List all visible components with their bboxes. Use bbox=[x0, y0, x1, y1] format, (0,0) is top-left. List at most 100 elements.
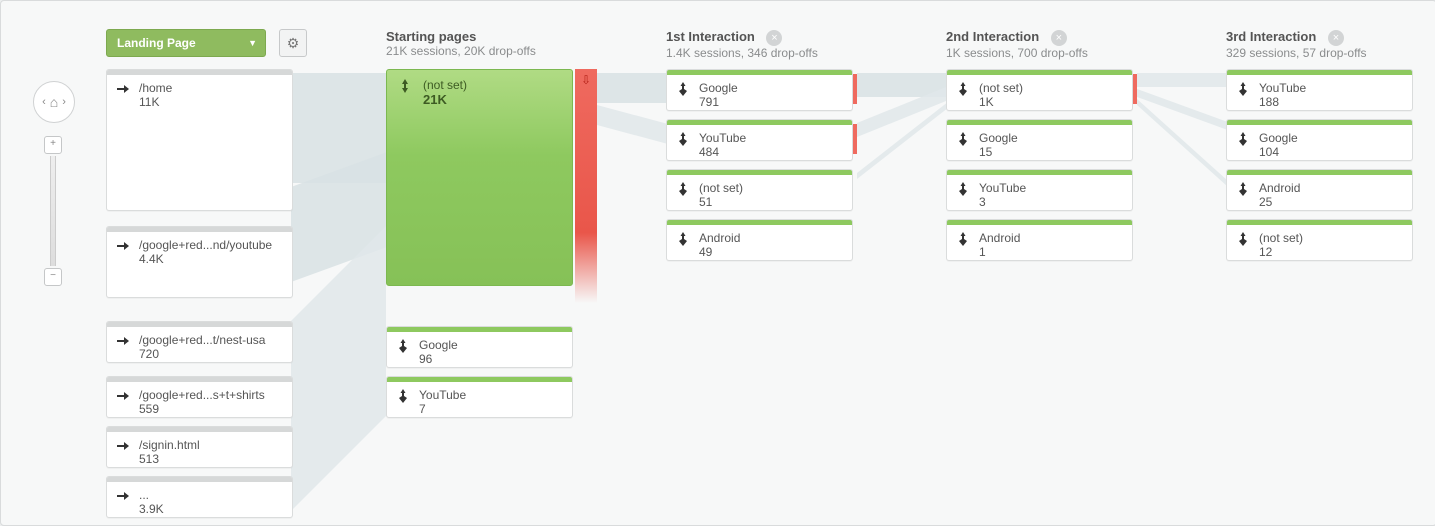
node-label: Google bbox=[419, 338, 458, 352]
landing-node[interactable]: /home11K bbox=[106, 69, 293, 211]
zoom-control[interactable]: + − bbox=[47, 136, 59, 286]
col-header-starting: Starting pages 21K sessions, 20K drop-of… bbox=[386, 29, 536, 58]
landing-node[interactable]: /google+red...t/nest-usa720 bbox=[106, 321, 293, 363]
node-label: /signin.html bbox=[139, 438, 200, 452]
person-icon bbox=[1235, 131, 1251, 150]
col-subtitle: 1K sessions, 700 drop-offs bbox=[946, 46, 1088, 60]
col-subtitle: 21K sessions, 20K drop-offs bbox=[386, 44, 536, 58]
person-icon bbox=[675, 81, 691, 100]
dimension-dropdown[interactable]: Landing Page bbox=[106, 29, 266, 57]
node-label: ... bbox=[139, 488, 164, 502]
node-label: Android bbox=[1259, 181, 1300, 195]
node-value: 4.4K bbox=[139, 252, 272, 266]
person-icon bbox=[955, 81, 971, 100]
dimension-label: Landing Page bbox=[117, 36, 196, 50]
settings-button[interactable]: ⚙ bbox=[279, 29, 307, 57]
interaction-node[interactable]: (not set)1K bbox=[946, 69, 1133, 111]
person-icon bbox=[397, 78, 413, 107]
nav-home-control[interactable]: ‹ ⌂ › bbox=[33, 81, 75, 123]
arrow-in-icon bbox=[115, 438, 131, 457]
node-value: 21K bbox=[423, 92, 467, 107]
zoom-out-button[interactable]: − bbox=[44, 268, 62, 286]
col-header-1st: 1st Interaction × 1.4K sessions, 346 dro… bbox=[666, 29, 818, 60]
node-value: 484 bbox=[699, 145, 746, 159]
flow-band bbox=[1137, 89, 1226, 129]
node-label: (not set) bbox=[423, 78, 467, 92]
node-value: 25 bbox=[1259, 195, 1300, 209]
interaction-node[interactable]: YouTube3 bbox=[946, 169, 1133, 211]
home-icon[interactable]: ⌂ bbox=[50, 94, 58, 110]
nav-right-icon[interactable]: › bbox=[62, 96, 66, 108]
node-value: 11K bbox=[139, 95, 172, 109]
dropoff-bar: ⇩ bbox=[575, 69, 597, 303]
col-subtitle: 1.4K sessions, 346 drop-offs bbox=[666, 46, 818, 60]
person-icon bbox=[1235, 181, 1251, 200]
landing-node[interactable]: ...3.9K bbox=[106, 476, 293, 518]
interaction-node[interactable]: YouTube484 bbox=[666, 119, 853, 161]
close-column-icon[interactable]: × bbox=[1328, 30, 1344, 46]
interaction-node[interactable]: Google104 bbox=[1226, 119, 1413, 161]
col-header-2nd: 2nd Interaction × 1K sessions, 700 drop-… bbox=[946, 29, 1088, 60]
nav-left-icon[interactable]: ‹ bbox=[42, 96, 46, 108]
node-value: 12 bbox=[1259, 245, 1303, 259]
dropoff-arrow-icon: ⇩ bbox=[581, 73, 591, 87]
node-value: 1K bbox=[979, 95, 1023, 109]
col-title: Starting pages bbox=[386, 29, 536, 44]
arrow-in-icon bbox=[115, 333, 131, 352]
col-title: 2nd Interaction bbox=[946, 29, 1039, 44]
node-label: (not set) bbox=[1259, 231, 1303, 245]
node-label: /google+red...s+t+shirts bbox=[139, 388, 265, 402]
person-icon bbox=[675, 231, 691, 250]
landing-node[interactable]: /google+red...nd/youtube4.4K bbox=[106, 226, 293, 298]
arrow-in-icon bbox=[115, 238, 131, 257]
interaction-node[interactable]: (not set)12 bbox=[1226, 219, 1413, 261]
node-value: 513 bbox=[139, 452, 200, 466]
flow-canvas: ‹ ⌂ › + − Landing Page ⚙ Starting pages … bbox=[0, 0, 1435, 526]
node-label: (not set) bbox=[699, 181, 743, 195]
interaction-node[interactable]: Android1 bbox=[946, 219, 1133, 261]
node-label: YouTube bbox=[419, 388, 466, 402]
interaction-node[interactable]: Google791 bbox=[666, 69, 853, 111]
node-value: 791 bbox=[699, 95, 738, 109]
close-column-icon[interactable]: × bbox=[766, 30, 782, 46]
node-value: 1 bbox=[979, 245, 1020, 259]
person-icon bbox=[955, 131, 971, 150]
starting-node[interactable]: Google96 bbox=[386, 326, 573, 368]
interaction-node[interactable]: Android49 bbox=[666, 219, 853, 261]
interaction-node[interactable]: YouTube188 bbox=[1226, 69, 1413, 111]
flow-band bbox=[1137, 73, 1226, 87]
person-icon bbox=[675, 131, 691, 150]
zoom-in-button[interactable]: + bbox=[44, 136, 62, 154]
node-label: /google+red...nd/youtube bbox=[139, 238, 272, 252]
person-icon bbox=[395, 388, 411, 407]
node-starting-notset[interactable]: (not set) 21K bbox=[386, 69, 573, 286]
arrow-in-icon bbox=[115, 388, 131, 407]
interaction-node[interactable]: Google15 bbox=[946, 119, 1133, 161]
starting-node[interactable]: YouTube7 bbox=[386, 376, 573, 418]
node-value: 3.9K bbox=[139, 502, 164, 516]
zoom-rail[interactable] bbox=[50, 156, 56, 266]
landing-node[interactable]: /google+red...s+t+shirts559 bbox=[106, 376, 293, 418]
node-label: YouTube bbox=[699, 131, 746, 145]
person-icon bbox=[955, 231, 971, 250]
person-icon bbox=[955, 181, 971, 200]
arrow-in-icon bbox=[115, 81, 131, 100]
node-label: (not set) bbox=[979, 81, 1023, 95]
col-title: 1st Interaction bbox=[666, 29, 755, 44]
node-value: 51 bbox=[699, 195, 743, 209]
node-value: 49 bbox=[699, 245, 740, 259]
landing-node[interactable]: /signin.html513 bbox=[106, 426, 293, 468]
node-value: 188 bbox=[1259, 95, 1306, 109]
node-label: Google bbox=[699, 81, 738, 95]
node-value: 104 bbox=[1259, 145, 1298, 159]
node-label: Google bbox=[979, 131, 1018, 145]
person-icon bbox=[1235, 231, 1251, 250]
interaction-node[interactable]: Android25 bbox=[1226, 169, 1413, 211]
node-value: 3 bbox=[979, 195, 1026, 209]
interaction-node[interactable]: (not set)51 bbox=[666, 169, 853, 211]
node-value: 559 bbox=[139, 402, 265, 416]
node-value: 15 bbox=[979, 145, 1018, 159]
close-column-icon[interactable]: × bbox=[1051, 30, 1067, 46]
node-label: /home bbox=[139, 81, 172, 95]
node-value: 720 bbox=[139, 347, 265, 361]
